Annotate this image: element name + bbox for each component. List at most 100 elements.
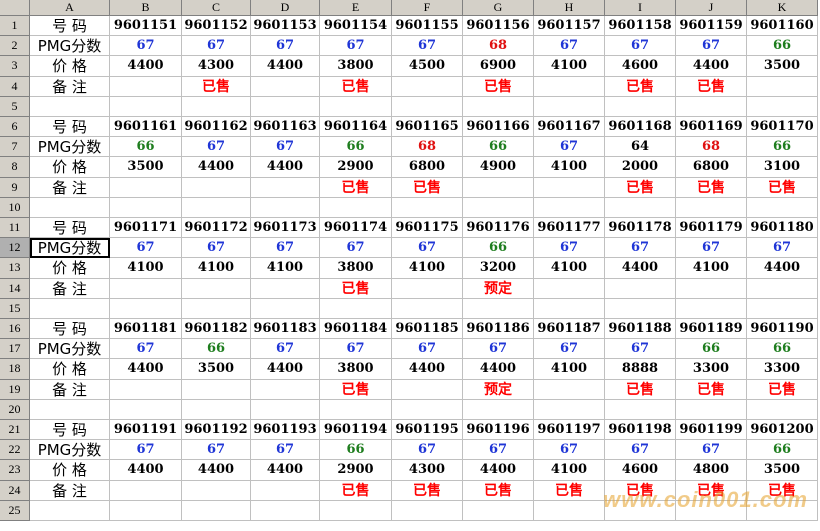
status-note-cell[interactable]: 预定 bbox=[463, 379, 534, 400]
pmg-score-cell[interactable]: 67 bbox=[251, 137, 320, 158]
select-all-corner[interactable] bbox=[0, 0, 30, 16]
grid-cell[interactable] bbox=[463, 96, 534, 117]
serial-number-cell[interactable]: 9601174 bbox=[320, 218, 392, 239]
grid-cell[interactable] bbox=[251, 500, 320, 521]
pmg-score-cell[interactable]: 66 bbox=[747, 137, 818, 158]
price-cell[interactable]: 4100 bbox=[534, 157, 605, 178]
status-note-cell[interactable]: 已售 bbox=[320, 379, 392, 400]
pmg-score-cell[interactable]: 67 bbox=[182, 440, 251, 461]
pmg-score-cell[interactable]: 67 bbox=[110, 36, 182, 57]
row-header-4[interactable]: 4 bbox=[0, 76, 30, 97]
serial-number-cell[interactable]: 9601200 bbox=[747, 420, 818, 441]
column-header-i[interactable]: I bbox=[605, 0, 676, 16]
grid-cell[interactable] bbox=[110, 500, 182, 521]
row-header-21[interactable]: 21 bbox=[0, 420, 30, 441]
grid-cell[interactable] bbox=[676, 298, 747, 319]
pmg-score-cell[interactable]: 68 bbox=[676, 137, 747, 158]
grid-cell[interactable] bbox=[30, 96, 110, 117]
serial-number-cell[interactable]: 9601183 bbox=[251, 319, 320, 340]
grid-cell[interactable] bbox=[534, 399, 605, 420]
price-cell[interactable]: 4300 bbox=[392, 460, 463, 481]
column-header-c[interactable]: C bbox=[182, 0, 251, 16]
pmg-score-cell[interactable]: 64 bbox=[605, 137, 676, 158]
status-note-cell[interactable]: 已售 bbox=[463, 76, 534, 97]
serial-number-cell[interactable]: 9601166 bbox=[463, 117, 534, 138]
grid-cell[interactable] bbox=[534, 500, 605, 521]
status-note-cell[interactable] bbox=[182, 379, 251, 400]
price-cell[interactable]: 4400 bbox=[463, 460, 534, 481]
serial-number-cell[interactable]: 9601175 bbox=[392, 218, 463, 239]
grid-cell[interactable] bbox=[110, 399, 182, 420]
row-header-7[interactable]: 7 bbox=[0, 137, 30, 158]
pmg-score-cell[interactable]: 67 bbox=[676, 36, 747, 57]
serial-number-cell[interactable]: 9601189 bbox=[676, 319, 747, 340]
status-note-cell[interactable] bbox=[251, 379, 320, 400]
grid-cell[interactable] bbox=[251, 399, 320, 420]
serial-number-cell[interactable]: 9601167 bbox=[534, 117, 605, 138]
status-note-cell[interactable] bbox=[392, 278, 463, 299]
pmg-score-cell[interactable]: 68 bbox=[392, 137, 463, 158]
price-cell[interactable]: 4500 bbox=[392, 56, 463, 77]
grid-cell[interactable] bbox=[747, 96, 818, 117]
price-cell[interactable]: 3300 bbox=[747, 359, 818, 380]
grid-cell[interactable] bbox=[110, 96, 182, 117]
serial-number-cell[interactable]: 9601157 bbox=[534, 16, 605, 37]
serial-number-cell[interactable]: 9601164 bbox=[320, 117, 392, 138]
price-cell[interactable]: 4600 bbox=[605, 460, 676, 481]
price-cell[interactable]: 4100 bbox=[534, 56, 605, 77]
status-note-cell[interactable] bbox=[110, 480, 182, 501]
price-cell[interactable]: 4100 bbox=[534, 258, 605, 279]
pmg-score-cell[interactable]: 66 bbox=[320, 137, 392, 158]
status-note-cell[interactable] bbox=[251, 278, 320, 299]
serial-number-cell[interactable]: 9601161 bbox=[110, 117, 182, 138]
price-cell[interactable]: 4400 bbox=[110, 460, 182, 481]
pmg-score-cell[interactable]: 67 bbox=[182, 238, 251, 259]
status-note-cell[interactable]: 预定 bbox=[463, 278, 534, 299]
status-note-cell[interactable]: 已售 bbox=[605, 76, 676, 97]
grid-cell[interactable] bbox=[534, 96, 605, 117]
serial-number-cell[interactable]: 9601176 bbox=[463, 218, 534, 239]
grid-cell[interactable] bbox=[110, 197, 182, 218]
serial-number-cell[interactable]: 9601168 bbox=[605, 117, 676, 138]
serial-number-cell[interactable]: 9601151 bbox=[110, 16, 182, 37]
grid-cell[interactable] bbox=[747, 399, 818, 420]
status-note-cell[interactable]: 已售 bbox=[320, 177, 392, 198]
price-cell[interactable]: 2900 bbox=[320, 157, 392, 178]
serial-number-cell[interactable]: 9601154 bbox=[320, 16, 392, 37]
grid-cell[interactable] bbox=[182, 298, 251, 319]
serial-number-cell[interactable]: 9601178 bbox=[605, 218, 676, 239]
pmg-score-cell[interactable]: 67 bbox=[320, 238, 392, 259]
active-cell-a12[interactable] bbox=[30, 238, 110, 259]
row-header-17[interactable]: 17 bbox=[0, 339, 30, 360]
grid-cell[interactable] bbox=[320, 298, 392, 319]
serial-number-cell[interactable]: 9601162 bbox=[182, 117, 251, 138]
grid-cell[interactable] bbox=[392, 399, 463, 420]
status-note-cell[interactable]: 已售 bbox=[320, 278, 392, 299]
status-note-cell[interactable] bbox=[182, 278, 251, 299]
price-cell[interactable]: 4400 bbox=[251, 56, 320, 77]
row-header-19[interactable]: 19 bbox=[0, 379, 30, 400]
pmg-score-cell[interactable]: 67 bbox=[605, 238, 676, 259]
serial-number-cell[interactable]: 9601172 bbox=[182, 218, 251, 239]
column-header-e[interactable]: E bbox=[320, 0, 392, 16]
row-header-11[interactable]: 11 bbox=[0, 218, 30, 239]
column-header-f[interactable]: F bbox=[392, 0, 463, 16]
grid-cell[interactable] bbox=[463, 197, 534, 218]
pmg-score-cell[interactable]: 66 bbox=[110, 137, 182, 158]
price-cell[interactable]: 4600 bbox=[605, 56, 676, 77]
price-cell[interactable]: 4400 bbox=[251, 157, 320, 178]
pmg-score-cell[interactable]: 67 bbox=[463, 440, 534, 461]
price-cell[interactable]: 4100 bbox=[392, 258, 463, 279]
status-note-cell[interactable]: 已售 bbox=[605, 177, 676, 198]
row-header-18[interactable]: 18 bbox=[0, 359, 30, 380]
serial-number-cell[interactable]: 9601179 bbox=[676, 218, 747, 239]
grid-cell[interactable] bbox=[182, 399, 251, 420]
column-header-j[interactable]: J bbox=[676, 0, 747, 16]
grid-cell[interactable] bbox=[182, 500, 251, 521]
status-note-cell[interactable]: 已售 bbox=[392, 480, 463, 501]
grid-cell[interactable] bbox=[30, 500, 110, 521]
pmg-score-cell[interactable]: 67 bbox=[534, 36, 605, 57]
grid-cell[interactable] bbox=[30, 197, 110, 218]
pmg-score-cell[interactable]: 67 bbox=[605, 440, 676, 461]
pmg-score-cell[interactable]: 67 bbox=[110, 440, 182, 461]
